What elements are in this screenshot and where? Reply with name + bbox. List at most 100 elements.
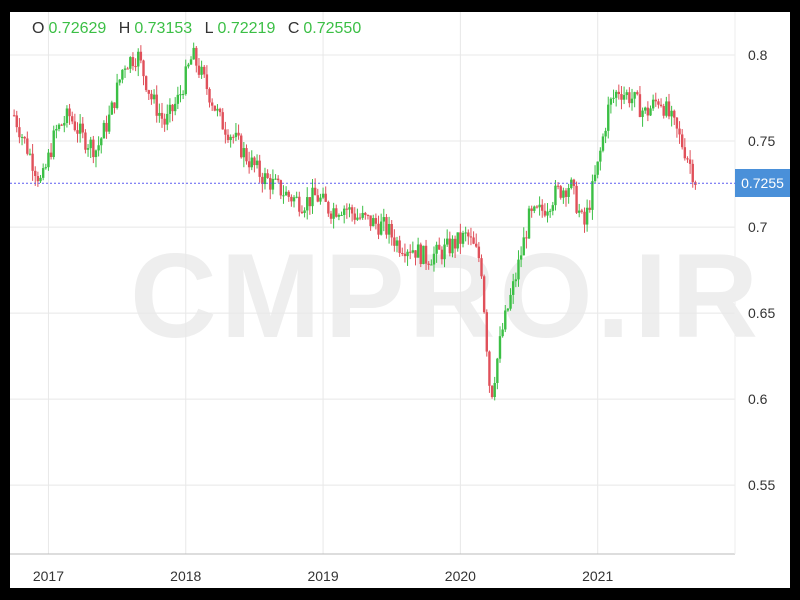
candle-body: [110, 102, 114, 115]
candle-body: [667, 101, 671, 117]
candle-body: [166, 113, 169, 125]
candle-body: [253, 157, 256, 166]
candle-body: [612, 97, 615, 99]
candle-body: [630, 98, 634, 104]
candle-body: [678, 128, 681, 135]
candle-body: [369, 215, 372, 227]
candle-body: [187, 64, 190, 67]
candle-body: [137, 51, 140, 67]
candle-body: [337, 214, 341, 217]
close-value: 0.72550: [303, 20, 362, 37]
candle-body: [522, 237, 525, 256]
candle-body: [113, 102, 116, 108]
candle-body: [628, 92, 631, 104]
candle-body: [662, 106, 665, 116]
candle-body: [467, 232, 470, 237]
candle-body: [126, 68, 129, 70]
candle-body: [150, 93, 153, 100]
candle-body: [472, 237, 475, 244]
candle-body: [403, 253, 407, 257]
candle-body: [158, 112, 161, 116]
candle-body: [73, 121, 77, 131]
candle-body: [71, 116, 74, 122]
candle-body: [52, 130, 55, 158]
candle-body: [387, 223, 391, 235]
price-chart[interactable]: 0.8 0.75 0.7 0.65 0.6 0.55 2017 2018 2019 2020 202…: [10, 12, 790, 588]
candle-body: [385, 217, 388, 235]
candle-body: [255, 160, 259, 166]
candle-body: [424, 245, 428, 264]
candle-body: [501, 329, 504, 337]
candle-body: [511, 281, 515, 295]
candle-body: [406, 251, 409, 257]
candle-body: [179, 94, 182, 96]
candle-body: [197, 65, 201, 75]
candle-body: [287, 191, 290, 197]
candle-body: [366, 215, 370, 217]
candle-body: [155, 94, 158, 116]
candle-body: [12, 115, 16, 117]
candle-body: [596, 161, 599, 175]
candle-body: [673, 110, 676, 118]
y-tick-label: 0.75: [748, 133, 775, 149]
candle-body: [232, 136, 235, 138]
candle-body: [237, 132, 240, 136]
y-tick-label: 0.6: [748, 391, 768, 407]
candle-body: [644, 107, 647, 111]
candle-body: [451, 238, 454, 254]
candle-body: [303, 210, 306, 213]
candle-body: [588, 207, 591, 210]
candle-body: [276, 178, 280, 181]
candle-body: [453, 238, 457, 249]
y-tick-label: 0.65: [748, 305, 775, 321]
candle-body: [509, 294, 512, 309]
candle-body: [636, 92, 639, 95]
candle-body: [258, 160, 261, 177]
candle-body: [263, 173, 267, 185]
candle-body: [443, 244, 446, 260]
candle-body: [607, 104, 610, 131]
candle-body: [599, 150, 602, 162]
low-label: L: [204, 20, 214, 37]
candle-body: [105, 122, 108, 132]
x-tick-label: 2020: [445, 568, 476, 584]
candle-body: [659, 104, 663, 107]
candle-body: [107, 114, 111, 132]
candle-body: [20, 136, 24, 138]
candle-body: [514, 279, 518, 282]
candle-body: [670, 110, 673, 117]
candle-body: [401, 252, 404, 254]
candle-body: [44, 167, 48, 169]
candle-body: [617, 91, 621, 95]
candle-body: [556, 185, 560, 187]
candle-body: [142, 60, 145, 77]
candle-body: [675, 117, 679, 129]
candle-body: [361, 212, 364, 218]
candle-body: [562, 190, 565, 198]
candle-body: [181, 94, 185, 96]
candle-body: [477, 246, 481, 259]
candle-body: [551, 205, 554, 211]
candle-body: [480, 258, 483, 277]
candle-body: [475, 243, 478, 247]
candle-body: [374, 218, 378, 224]
candle-body: [41, 168, 45, 178]
candle-body: [622, 95, 626, 100]
candle-body: [657, 101, 660, 105]
candle-body: [192, 47, 195, 60]
candle-body: [416, 244, 420, 258]
candle-body: [390, 223, 393, 238]
candle-body: [131, 57, 135, 67]
open-label: O: [32, 20, 45, 37]
candle-body: [306, 197, 309, 211]
candle-body: [208, 89, 211, 103]
candle-body: [519, 255, 523, 260]
candle-body: [65, 108, 69, 124]
candle-body: [34, 170, 37, 177]
candle-body: [26, 138, 29, 154]
candle-body: [448, 238, 452, 254]
candle-body: [282, 195, 285, 197]
candle-body: [356, 217, 359, 220]
candle-body: [482, 276, 486, 313]
candle-body: [353, 213, 356, 220]
